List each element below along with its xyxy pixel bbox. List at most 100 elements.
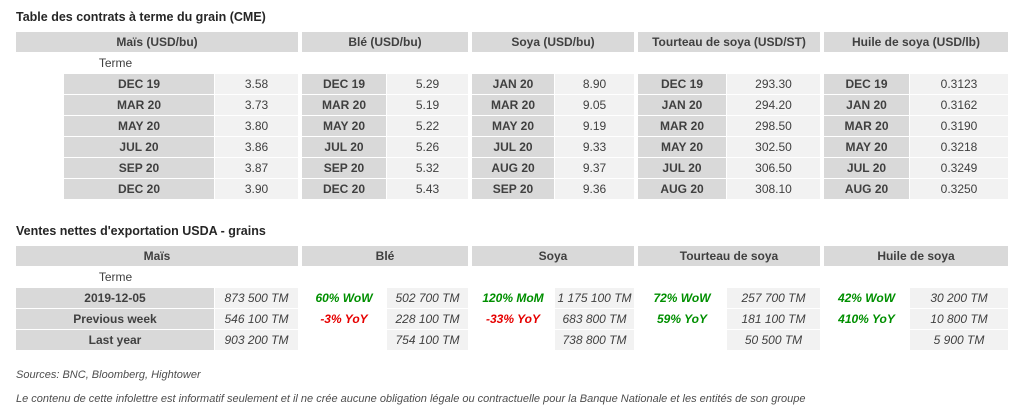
table-row: 410% YoY 10 800 TM [824,309,1008,329]
contract-month: DEC 19 [824,74,909,94]
table-row: MAY 20 0.3218 [824,137,1008,157]
table-row: SEP 20 5.32 [302,158,468,178]
table-row: DEC 19 3.58 [16,74,298,94]
table-row: DEC 19 293.30 [638,74,820,94]
table-row: 72% WoW 257 700 TM [638,288,820,308]
column-header-mais: Maïs [16,246,298,266]
contract-price: 3.86 [215,137,298,157]
table-row: MAR 20 5.19 [302,95,468,115]
sources-note: Sources: BNC, Bloomberg, Hightower [16,369,201,381]
table-row: MAR 20 298.50 [638,116,820,136]
contract-month: AUG 20 [824,179,909,199]
column-header-ble: Blé (USD/bu) [302,32,468,52]
contract-price: 9.37 [555,158,634,178]
contract-month: MAY 20 [824,137,909,157]
percent-change: 42% WoW [837,291,896,305]
table-row: DEC 19 5.29 [302,74,468,94]
export-volume: 873 500 TM [215,288,298,308]
contract-price: 3.90 [215,179,298,199]
column-header-tourteau: Tourteau de soya [638,246,820,266]
contract-month: JAN 20 [824,95,909,115]
table-row: DEC 20 3.90 [16,179,298,199]
export-volume: 738 800 TM [555,330,634,350]
terme-row-empty [302,267,468,287]
column-header-huile: Huile de soya (USD/lb) [824,32,1008,52]
table-row: JUL 20 306.50 [638,158,820,178]
spacer-cell [16,137,64,157]
terme-row: Terme [16,267,298,287]
contract-price: 293.30 [727,74,820,94]
futures-group-tourteau: Tourteau de soya (USD/ST) DEC 19 293.30 … [638,32,820,200]
contract-price: 5.22 [387,116,468,136]
terme-label: Terme [98,270,133,284]
spacer-cell [16,95,64,115]
table-row: MAY 20 302.50 [638,137,820,157]
table-row: -33% YoY 683 800 TM [472,309,634,329]
contract-month: MAY 20 [638,137,726,157]
terme-row-empty [472,53,634,73]
contract-price: 0.3249 [910,158,1008,178]
contract-price: 8.90 [555,74,634,94]
contract-month: MAY 20 [302,116,386,136]
table-row: 754 100 TM [302,330,468,350]
table-row: MAR 20 3.73 [16,95,298,115]
export-volume: 502 700 TM [387,288,468,308]
contract-month: AUG 20 [472,158,554,178]
column-header-tourteau: Tourteau de soya (USD/ST) [638,32,820,52]
percent-change: 59% YoY [656,312,708,326]
percent-change: -33% YoY [485,312,541,326]
table-row: AUG 20 9.37 [472,158,634,178]
percent-change: -3% YoY [320,312,368,326]
table-row: Last year 903 200 TM [16,330,298,350]
exports-table: Maïs Terme 2019-12-05 873 500 TM Previou… [16,246,1008,351]
table-row: SEP 20 3.87 [16,158,298,178]
newsletter-page: Table des contrats à terme du grain (CME… [16,10,1008,405]
contract-price: 9.36 [555,179,634,199]
contract-month: MAR 20 [472,95,554,115]
futures-group-mais: Maïs (USD/bu) Terme DEC 19 3.58 MAR 20 3… [16,32,298,200]
export-volume: 754 100 TM [387,330,468,350]
contract-month: DEC 20 [302,179,386,199]
table-row: AUG 20 308.10 [638,179,820,199]
table-row: MAR 20 9.05 [472,95,634,115]
contract-price: 0.3190 [910,116,1008,136]
futures-section: Table des contrats à terme du grain (CME… [16,10,1008,200]
contract-month: JAN 20 [638,95,726,115]
contract-price: 3.87 [215,158,298,178]
exports-title: Ventes nettes d'exportation USDA - grain… [16,224,266,238]
exports-group-tourteau: Tourteau de soya 72% WoW 257 700 TM 59% … [638,246,820,351]
contract-price: 5.26 [387,137,468,157]
contract-price: 5.29 [387,74,468,94]
terme-row-empty [824,267,1008,287]
contract-price: 298.50 [727,116,820,136]
export-volume: 181 100 TM [727,309,820,329]
column-header-ble: Blé [302,246,468,266]
contract-month: DEC 20 [64,179,214,199]
export-volume: 546 100 TM [215,309,298,329]
table-row: 50 500 TM [638,330,820,350]
contract-month: SEP 20 [302,158,386,178]
contract-price: 302.50 [727,137,820,157]
period-label: Previous week [16,309,214,329]
contract-price: 5.19 [387,95,468,115]
legal-disclaimer: Le contenu de cette infolettre est infor… [16,393,806,405]
exports-group-soya: Soya 120% MoM 1 175 100 TM -33% YoY 683 … [472,246,634,351]
export-volume: 257 700 TM [727,288,820,308]
contract-price: 3.58 [215,74,298,94]
period-label: Last year [16,330,214,350]
export-volume: 228 100 TM [387,309,468,329]
table-row: 42% WoW 30 200 TM [824,288,1008,308]
exports-group-mais: Maïs Terme 2019-12-05 873 500 TM Previou… [16,246,298,351]
table-row: 5 900 TM [824,330,1008,350]
table-row: Previous week 546 100 TM [16,309,298,329]
futures-title: Table des contrats à terme du grain (CME… [16,10,266,24]
contract-month: JAN 20 [472,74,554,94]
contract-price: 3.73 [215,95,298,115]
contract-price: 0.3250 [910,179,1008,199]
percent-change [302,330,386,350]
percent-change: 410% YoY [838,312,895,326]
table-row: SEP 20 9.36 [472,179,634,199]
period-label: 2019-12-05 [16,288,214,308]
contract-price: 0.3123 [910,74,1008,94]
table-row: JAN 20 294.20 [638,95,820,115]
